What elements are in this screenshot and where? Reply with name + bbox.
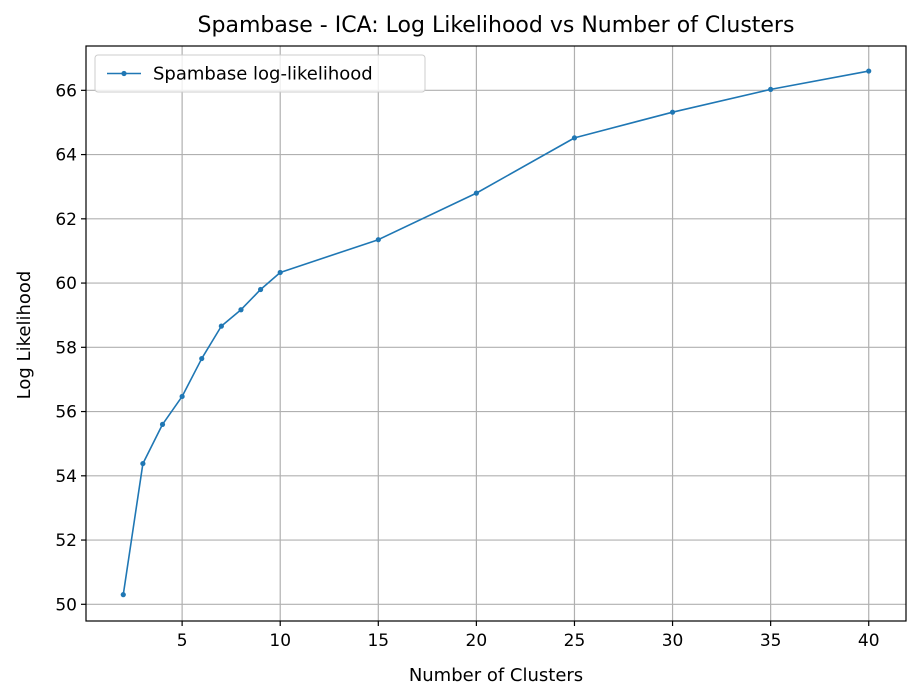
data-point: [120, 592, 126, 598]
x-tick-label: 35: [760, 631, 782, 651]
y-tick-label: 60: [55, 274, 77, 294]
chart-title: Spambase - ICA: Log Likelihood vs Number…: [198, 13, 795, 38]
legend-box: [94, 54, 426, 93]
x-tick-label: 40: [858, 631, 880, 651]
y-axis-label: Log Likelihood: [14, 271, 35, 400]
data-point: [179, 393, 185, 400]
data-point: [277, 269, 283, 276]
y-tick-label: 66: [55, 81, 77, 101]
data-point: [159, 421, 166, 428]
data-point: [199, 355, 205, 362]
data-point: [669, 109, 676, 115]
x-tick-label: 15: [367, 631, 389, 651]
y-tick-label: 52: [55, 531, 77, 551]
legend: Spambase log-likelihood: [94, 54, 426, 93]
series-layer: [120, 68, 872, 598]
y-tick-label: 54: [55, 467, 77, 487]
x-tick-label: 30: [662, 631, 684, 651]
grid-lines: [86, 46, 906, 621]
y-tick-label: 64: [55, 146, 77, 166]
data-point: [218, 323, 224, 329]
y-tick-label: 56: [55, 403, 77, 423]
data-point: [238, 307, 244, 313]
x-tick-label: 20: [466, 631, 488, 651]
legend-label: Spambase log-likelihood: [153, 64, 373, 85]
data-point: [257, 286, 264, 293]
y-tick-label: 62: [55, 210, 77, 230]
x-tick-label: 5: [177, 631, 188, 651]
axis-ticks: 5 10 15 20 25 30 35 40 50 52 54 56 58 60 62 64 66: [55, 81, 879, 651]
y-tick-label: 50: [55, 595, 77, 615]
data-point: [140, 460, 146, 467]
data-point: [571, 135, 578, 141]
data-point: [768, 86, 774, 92]
x-tick-label: 25: [564, 631, 586, 651]
data-point: [473, 190, 479, 196]
x-axis-label: Number of Clusters: [409, 665, 583, 686]
legend-marker: [121, 70, 127, 77]
data-point: [375, 237, 381, 243]
x-tick-label: 10: [269, 631, 291, 651]
data-point: [866, 68, 872, 74]
plot-area-frame: [85, 45, 907, 622]
y-tick-label: 58: [55, 338, 77, 358]
